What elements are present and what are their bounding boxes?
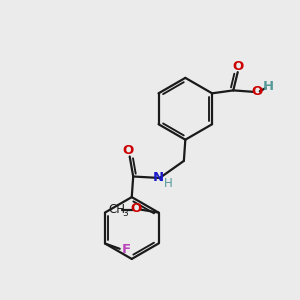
Text: N: N <box>153 171 164 184</box>
Text: O: O <box>123 144 134 157</box>
Text: 3: 3 <box>122 209 128 218</box>
Text: O: O <box>251 85 262 98</box>
Text: F: F <box>122 244 131 256</box>
Text: H: H <box>262 80 274 93</box>
Text: CH: CH <box>109 202 126 215</box>
Text: O: O <box>232 60 243 73</box>
Text: H: H <box>164 177 173 190</box>
Text: O: O <box>130 202 141 215</box>
